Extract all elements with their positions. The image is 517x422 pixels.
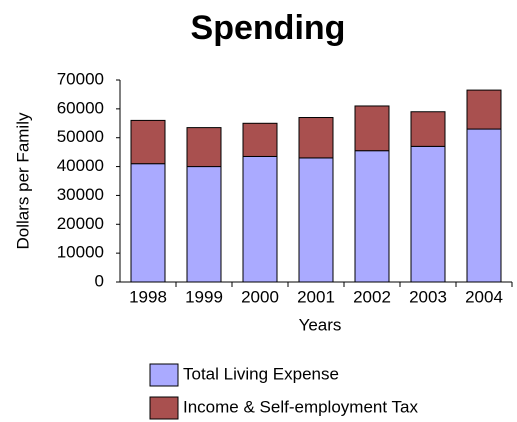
bar-segment xyxy=(466,128,502,283)
y-tick-label: 40000 xyxy=(57,156,104,175)
x-tick-label: 2000 xyxy=(241,287,279,306)
bar-segment xyxy=(298,157,334,283)
x-tick-label: 2002 xyxy=(353,287,391,306)
bar-segment xyxy=(354,150,390,283)
bar-segment xyxy=(466,89,502,130)
x-axis-label: Years xyxy=(299,315,342,334)
bar-segment xyxy=(242,155,278,283)
y-tick-label: 10000 xyxy=(57,243,104,262)
x-tick-label: 1999 xyxy=(185,287,223,306)
bar-segment xyxy=(186,166,222,283)
x-tick-label: 2001 xyxy=(297,287,335,306)
y-tick-label: 50000 xyxy=(57,127,104,146)
bar-segment xyxy=(242,122,278,157)
y-tick-label: 30000 xyxy=(57,185,104,204)
bar-segment xyxy=(130,119,166,165)
x-tick-label: 1998 xyxy=(129,287,167,306)
legend-swatch xyxy=(149,396,179,420)
bar-segment xyxy=(186,127,222,168)
y-tick-label: 70000 xyxy=(57,69,104,88)
bar-segment xyxy=(410,145,446,283)
y-axis-label: Dollars per Family xyxy=(13,112,32,249)
y-tick-label: 0 xyxy=(95,271,104,290)
x-tick-label: 2003 xyxy=(409,287,447,306)
legend-swatch xyxy=(149,363,179,387)
bar-segment xyxy=(410,111,446,147)
bar-segment xyxy=(130,163,166,283)
y-tick-label: 20000 xyxy=(57,214,104,233)
y-tick-label: 60000 xyxy=(57,98,104,117)
x-tick-label: 2004 xyxy=(465,287,503,306)
legend-label: Income & Self-employment Tax xyxy=(183,397,418,416)
bar-segment xyxy=(298,117,334,159)
legend-label: Total Living Expense xyxy=(183,364,339,383)
bar-segment xyxy=(354,105,390,152)
chart-title: Spending xyxy=(191,9,346,47)
